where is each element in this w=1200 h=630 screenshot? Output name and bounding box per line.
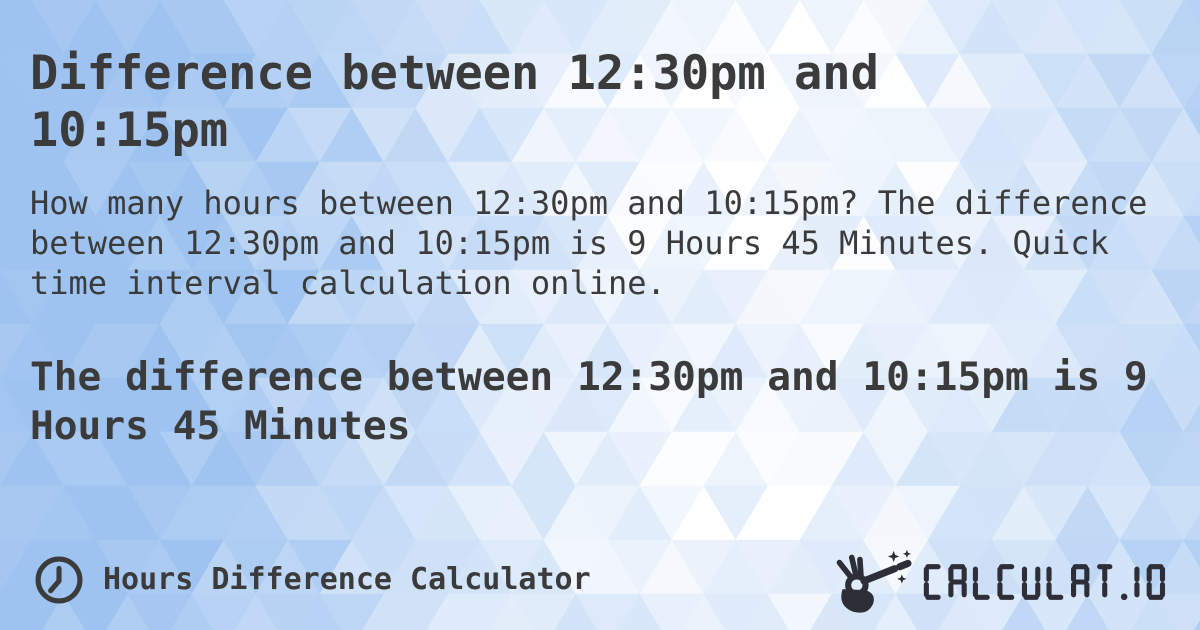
calculator-label: Hours Difference Calculator [33, 552, 591, 608]
brand-wordmark [923, 564, 1166, 601]
description-text: How many hours between 12:30pm and 10:15… [30, 184, 1148, 302]
hand-magic-wand-icon [836, 549, 912, 613]
page-title: Difference between 12:30pm and 10:15pm [30, 46, 879, 158]
calculator-name: Hours Difference Calculator [103, 562, 591, 597]
result-heading: The difference between 12:30pm and 10:15… [30, 354, 1148, 449]
brand-logo [818, 544, 1186, 620]
clock-icon [33, 554, 85, 606]
